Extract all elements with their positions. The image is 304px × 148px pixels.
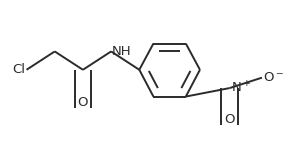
Text: Cl: Cl: [12, 63, 25, 76]
Text: NH: NH: [112, 45, 132, 58]
Text: $\mathregular{N^+}$: $\mathregular{N^+}$: [231, 81, 251, 96]
Text: O: O: [78, 96, 88, 109]
Text: O: O: [224, 113, 235, 126]
Text: $\mathregular{O^-}$: $\mathregular{O^-}$: [263, 71, 284, 84]
